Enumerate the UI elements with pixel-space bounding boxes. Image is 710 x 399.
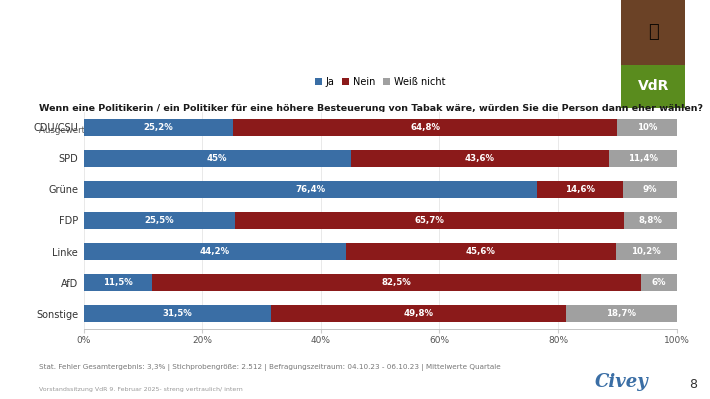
Bar xyxy=(84,119,233,136)
Bar xyxy=(84,274,152,291)
Text: 10,2%: 10,2% xyxy=(631,247,661,256)
Text: 45%: 45% xyxy=(207,154,227,163)
Text: 8: 8 xyxy=(689,378,697,391)
Text: 43,6%: 43,6% xyxy=(465,154,495,163)
Bar xyxy=(233,119,618,136)
Text: Wenn eine Politikerin / ein Politiker für eine höhere Besteuerung von Tabak wäre: Wenn eine Politikerin / ein Politiker fü… xyxy=(39,105,703,113)
Text: 14,6%: 14,6% xyxy=(565,185,595,194)
Bar xyxy=(618,119,677,136)
Bar xyxy=(84,181,537,198)
Bar xyxy=(621,65,685,108)
Text: 44,2%: 44,2% xyxy=(200,247,230,256)
Text: 11,5%: 11,5% xyxy=(103,278,133,287)
Bar xyxy=(616,243,677,260)
Bar xyxy=(271,305,566,322)
Text: 11,4%: 11,4% xyxy=(628,154,658,163)
Text: 10%: 10% xyxy=(637,123,657,132)
Bar xyxy=(625,212,677,229)
Text: 76,4%: 76,4% xyxy=(295,185,325,194)
Bar xyxy=(346,243,616,260)
Text: Civey: Civey xyxy=(594,373,648,391)
Bar xyxy=(537,181,623,198)
Legend: Ja, Nein, Weiß nicht: Ja, Nein, Weiß nicht xyxy=(311,73,449,91)
Text: 🌿: 🌿 xyxy=(648,24,659,41)
Text: Stat. Fehler Gesamtergebnis: 3,3% | Stichprobengröße: 2.512 | Befragungszeitraum: Stat. Fehler Gesamtergebnis: 3,3% | Stic… xyxy=(39,364,501,371)
Bar xyxy=(618,0,689,110)
Text: 18,7%: 18,7% xyxy=(606,309,636,318)
Bar xyxy=(84,243,346,260)
Text: 65,7%: 65,7% xyxy=(415,216,444,225)
Text: 64,8%: 64,8% xyxy=(410,123,440,132)
Text: Ausgewertet nach: Ausgewertet nach xyxy=(39,126,120,135)
Bar xyxy=(641,274,677,291)
Text: Wahlabsicht – Bund: Wahlabsicht – Bund xyxy=(104,126,200,135)
Text: 82,5%: 82,5% xyxy=(382,278,411,287)
Text: VdR: VdR xyxy=(638,79,669,93)
Bar xyxy=(623,181,677,198)
Bar xyxy=(84,212,235,229)
Text: 25,2%: 25,2% xyxy=(143,123,173,132)
Text: 49,8%: 49,8% xyxy=(403,309,433,318)
Text: Verband der deutschen Rauchtabakindustrie e.V.: Verband der deutschen Rauchtabakindustri… xyxy=(501,8,689,16)
Bar xyxy=(235,212,625,229)
Text: 45,6%: 45,6% xyxy=(466,247,496,256)
Text: 8,8%: 8,8% xyxy=(638,216,662,225)
Bar xyxy=(84,305,271,322)
Text: 31,5%: 31,5% xyxy=(163,309,192,318)
Text: 25,5%: 25,5% xyxy=(145,216,174,225)
Bar xyxy=(152,274,641,291)
Bar xyxy=(609,150,677,167)
Bar xyxy=(566,305,677,322)
Text: Vorstandssitzung VdR 9. Februar 2025- streng vertraulich/ intern: Vorstandssitzung VdR 9. Februar 2025- st… xyxy=(39,387,243,392)
Bar xyxy=(84,150,351,167)
Text: 9%: 9% xyxy=(643,185,657,194)
Bar xyxy=(351,150,609,167)
Text: 6%: 6% xyxy=(652,278,666,287)
Bar xyxy=(621,0,685,65)
